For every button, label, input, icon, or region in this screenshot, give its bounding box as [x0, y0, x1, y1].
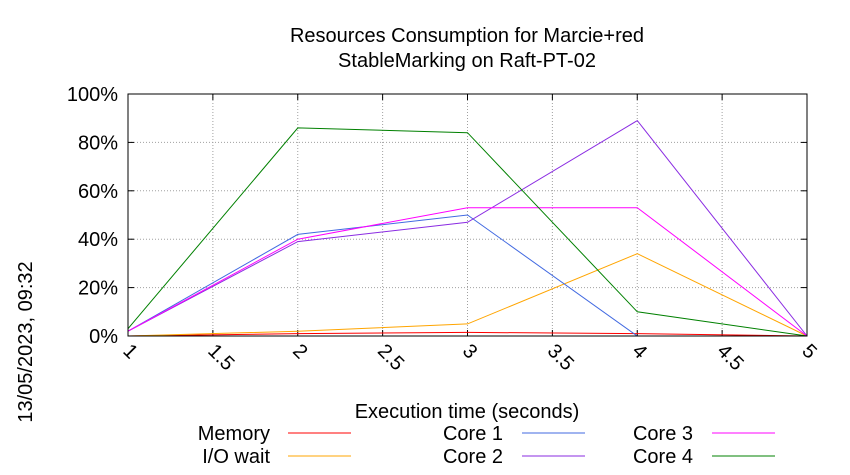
x-tick-label: 3.5 — [543, 340, 578, 375]
legend-label: Core 1 — [443, 423, 503, 445]
series-line-core-3 — [127, 207, 808, 337]
x-tick-label: 5 — [797, 340, 820, 363]
timestamp-label: 13/05/2023, 09:32 — [15, 261, 37, 422]
legend-label: Memory — [198, 423, 270, 445]
chart-title-line-2: StableMarking on Raft-PT-02 — [338, 50, 596, 72]
y-tick-label: 40% — [78, 229, 118, 251]
y-axis-ticks: 0% 20% 40% 60% 80% 100% — [67, 84, 807, 348]
x-tick-label: 2.5 — [373, 340, 408, 375]
grid-lines — [128, 94, 807, 336]
x-tick-label: 1 — [118, 340, 141, 363]
x-tick-label: 4.5 — [713, 340, 748, 375]
chart-title-line-1: Resources Consumption for Marcie+red — [290, 25, 644, 47]
legend-label: Core 4 — [633, 446, 693, 468]
series-line-core-4 — [127, 127, 808, 337]
y-tick-label: 20% — [78, 278, 118, 300]
series-lines — [127, 119, 808, 337]
x-tick-label: 3 — [458, 340, 481, 363]
x-tick-label: 1.5 — [203, 340, 238, 375]
series-line-memory — [127, 331, 808, 337]
y-tick-label: 100% — [67, 84, 118, 106]
y-tick-label: 80% — [78, 132, 118, 154]
x-tick-label: 4 — [628, 340, 651, 363]
x-tick-label: 2 — [288, 340, 311, 363]
series-line-i-o-wait — [127, 253, 808, 337]
y-tick-label: 0% — [89, 326, 118, 348]
y-tick-label: 60% — [78, 181, 118, 203]
legend-label: I/O wait — [202, 446, 270, 468]
legend-label: Core 3 — [633, 423, 693, 445]
plot-frame — [127, 93, 808, 337]
series-line-core-2 — [127, 119, 808, 337]
legend-label: Core 2 — [443, 446, 503, 468]
x-axis-label: Execution time (seconds) — [355, 401, 580, 423]
